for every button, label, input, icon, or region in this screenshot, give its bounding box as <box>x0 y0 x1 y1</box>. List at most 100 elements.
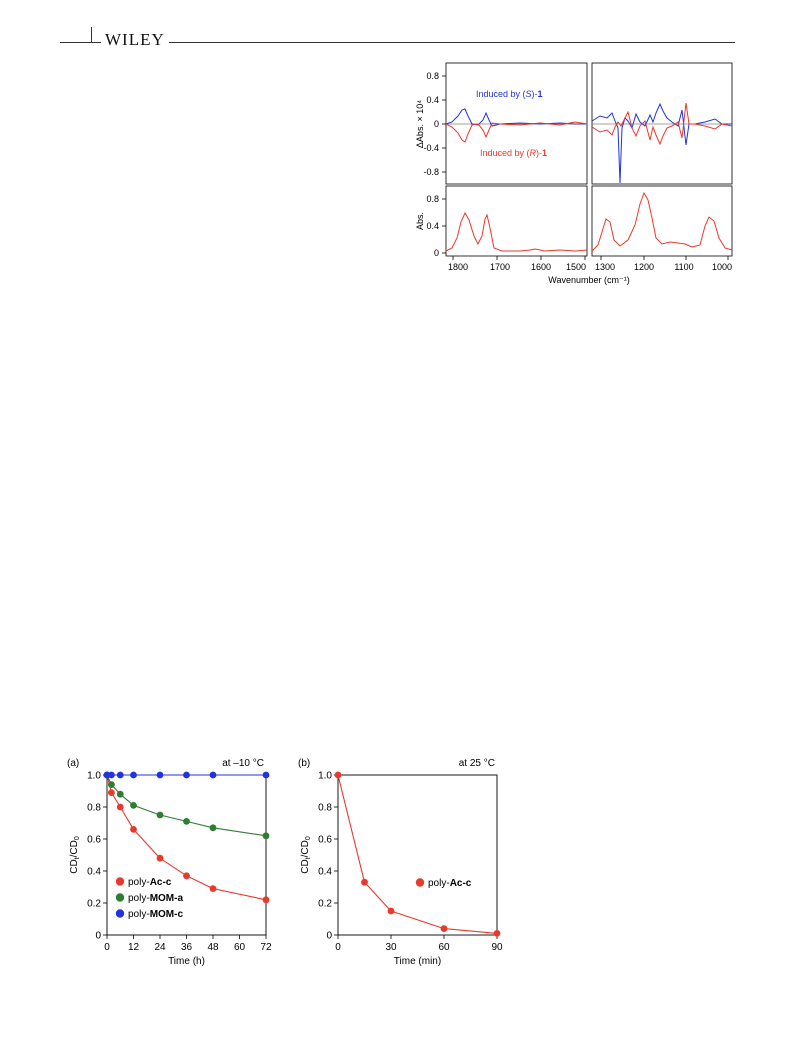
data-point <box>108 781 115 788</box>
y-tick-label: 0.8 <box>318 803 332 814</box>
legend-marker <box>115 909 125 918</box>
ir-abs-trace-left <box>445 211 588 252</box>
data-point <box>209 824 217 832</box>
x-tick-label: 36 <box>181 942 193 953</box>
x-tick-label: 30 <box>385 942 397 953</box>
legend-label: poly-Ac-c <box>128 877 172 888</box>
data-point <box>156 771 164 779</box>
x-axis-label: Time (min) <box>394 956 441 967</box>
data-point <box>334 771 342 779</box>
data-point <box>183 818 190 825</box>
ir-x-tick-label: 1500 <box>566 262 586 272</box>
ir-abs-trace-right <box>591 191 733 252</box>
x-tick-label: 60 <box>438 942 450 953</box>
data-point <box>387 907 395 915</box>
x-tick-label: 90 <box>491 942 503 953</box>
x-tick-label: 24 <box>154 942 166 953</box>
y-tick-label: 0.6 <box>318 835 332 846</box>
x-axis-label: Time (h) <box>168 956 205 967</box>
ir-x-tick-label: 1100 <box>674 262 693 272</box>
legend-marker <box>115 877 125 886</box>
y-tick-label: 0 <box>326 931 332 942</box>
panel-label: (a) <box>67 758 79 769</box>
vcd-r-trace-left <box>445 121 588 143</box>
header-rule <box>60 42 735 43</box>
data-point <box>130 771 137 779</box>
header-tick <box>91 27 92 43</box>
y-tick-label: 1.0 <box>87 771 101 782</box>
wiley-logo: WILEY <box>101 30 169 50</box>
y-tick-label: 0.8 <box>87 803 101 814</box>
data-point <box>262 832 270 840</box>
data-point <box>183 872 190 880</box>
vcd-y-tick-label: 0 <box>434 119 439 129</box>
ir-x-axis-label: Wavenumber (cm⁻¹) <box>548 275 629 285</box>
y-tick-label: 0.4 <box>318 867 332 878</box>
ir-left-frame <box>445 185 588 257</box>
vcd-r-trace-right <box>591 102 733 146</box>
data-point <box>116 803 124 811</box>
data-point <box>493 930 501 937</box>
ir-y-axis-label: Abs. <box>415 212 425 230</box>
ir-y-tick-label: 0.8 <box>426 194 439 204</box>
data-point <box>108 789 115 796</box>
data-point <box>209 885 217 892</box>
vcd-y-tick-label: 0.8 <box>426 71 439 81</box>
x-tick-label: 48 <box>207 942 219 953</box>
panel-label: (b) <box>298 758 310 769</box>
ir-y-tick-label: 0.4 <box>426 221 439 231</box>
vcd-y-tick-label: 0.4 <box>426 95 439 105</box>
ir-right-frame <box>591 185 733 257</box>
y-tick-label: 0 <box>95 931 101 942</box>
data-point <box>440 925 448 932</box>
ir-y-tick-label: 0 <box>434 248 439 258</box>
data-point <box>156 854 164 862</box>
vcd-y-axis-label: ΔAbs. × 10⁴ <box>415 100 425 148</box>
legend-label: poly-MOM-c <box>128 909 183 920</box>
y-axis-label: CDt/CD0 <box>300 836 312 874</box>
label-induced-by-s: Induced by (S)-1 <box>476 89 543 99</box>
ir-x-tick-label: 1000 <box>712 262 732 272</box>
y-tick-label: 0.2 <box>318 899 332 910</box>
legend-marker <box>415 878 425 887</box>
data-point <box>361 878 368 886</box>
data-point <box>209 771 217 779</box>
x-tick-label: 12 <box>128 942 140 953</box>
data-point <box>130 802 137 809</box>
series-line <box>337 774 498 934</box>
label-induced-by-r: Induced by (R)-1 <box>480 148 547 158</box>
y-axis-label: CDt/CD0 <box>69 836 81 874</box>
vcd-y-tick-label: -0.4 <box>423 143 439 153</box>
data-point <box>116 790 124 798</box>
x-tick-label: 72 <box>260 942 272 953</box>
legend-marker <box>115 893 125 902</box>
data-point <box>262 771 270 779</box>
ir-x-tick-label: 1800 <box>448 262 468 272</box>
ir-x-tick-label: 1700 <box>490 262 510 272</box>
y-tick-label: 0.6 <box>87 835 101 846</box>
vcd-y-tick-marks <box>442 75 446 254</box>
chart-annotation: at –10 °C <box>222 758 264 769</box>
ir-x-tick-label: 1200 <box>634 262 654 272</box>
y-tick-label: 0.2 <box>87 899 101 910</box>
data-point <box>116 771 124 779</box>
legend-label: poly-MOM-a <box>128 893 183 904</box>
data-point <box>108 771 115 779</box>
x-tick-label: 60 <box>234 942 246 953</box>
x-tick-label: 0 <box>104 942 110 953</box>
y-tick-label: 1.0 <box>318 771 332 782</box>
data-point <box>262 896 270 904</box>
data-point <box>156 811 164 819</box>
data-point <box>183 771 190 779</box>
legend-label: poly-Ac-c <box>428 878 472 889</box>
ir-x-tick-label: 1600 <box>531 262 551 272</box>
chart-annotation: at 25 °C <box>459 758 495 769</box>
ir-x-tick-label: 1300 <box>595 262 615 272</box>
ir-x-tick-marks <box>452 256 729 260</box>
x-tick-label: 0 <box>335 942 341 953</box>
data-point <box>130 826 137 833</box>
vcd-y-tick-label: -0.8 <box>423 167 439 177</box>
y-tick-label: 0.4 <box>87 867 101 878</box>
